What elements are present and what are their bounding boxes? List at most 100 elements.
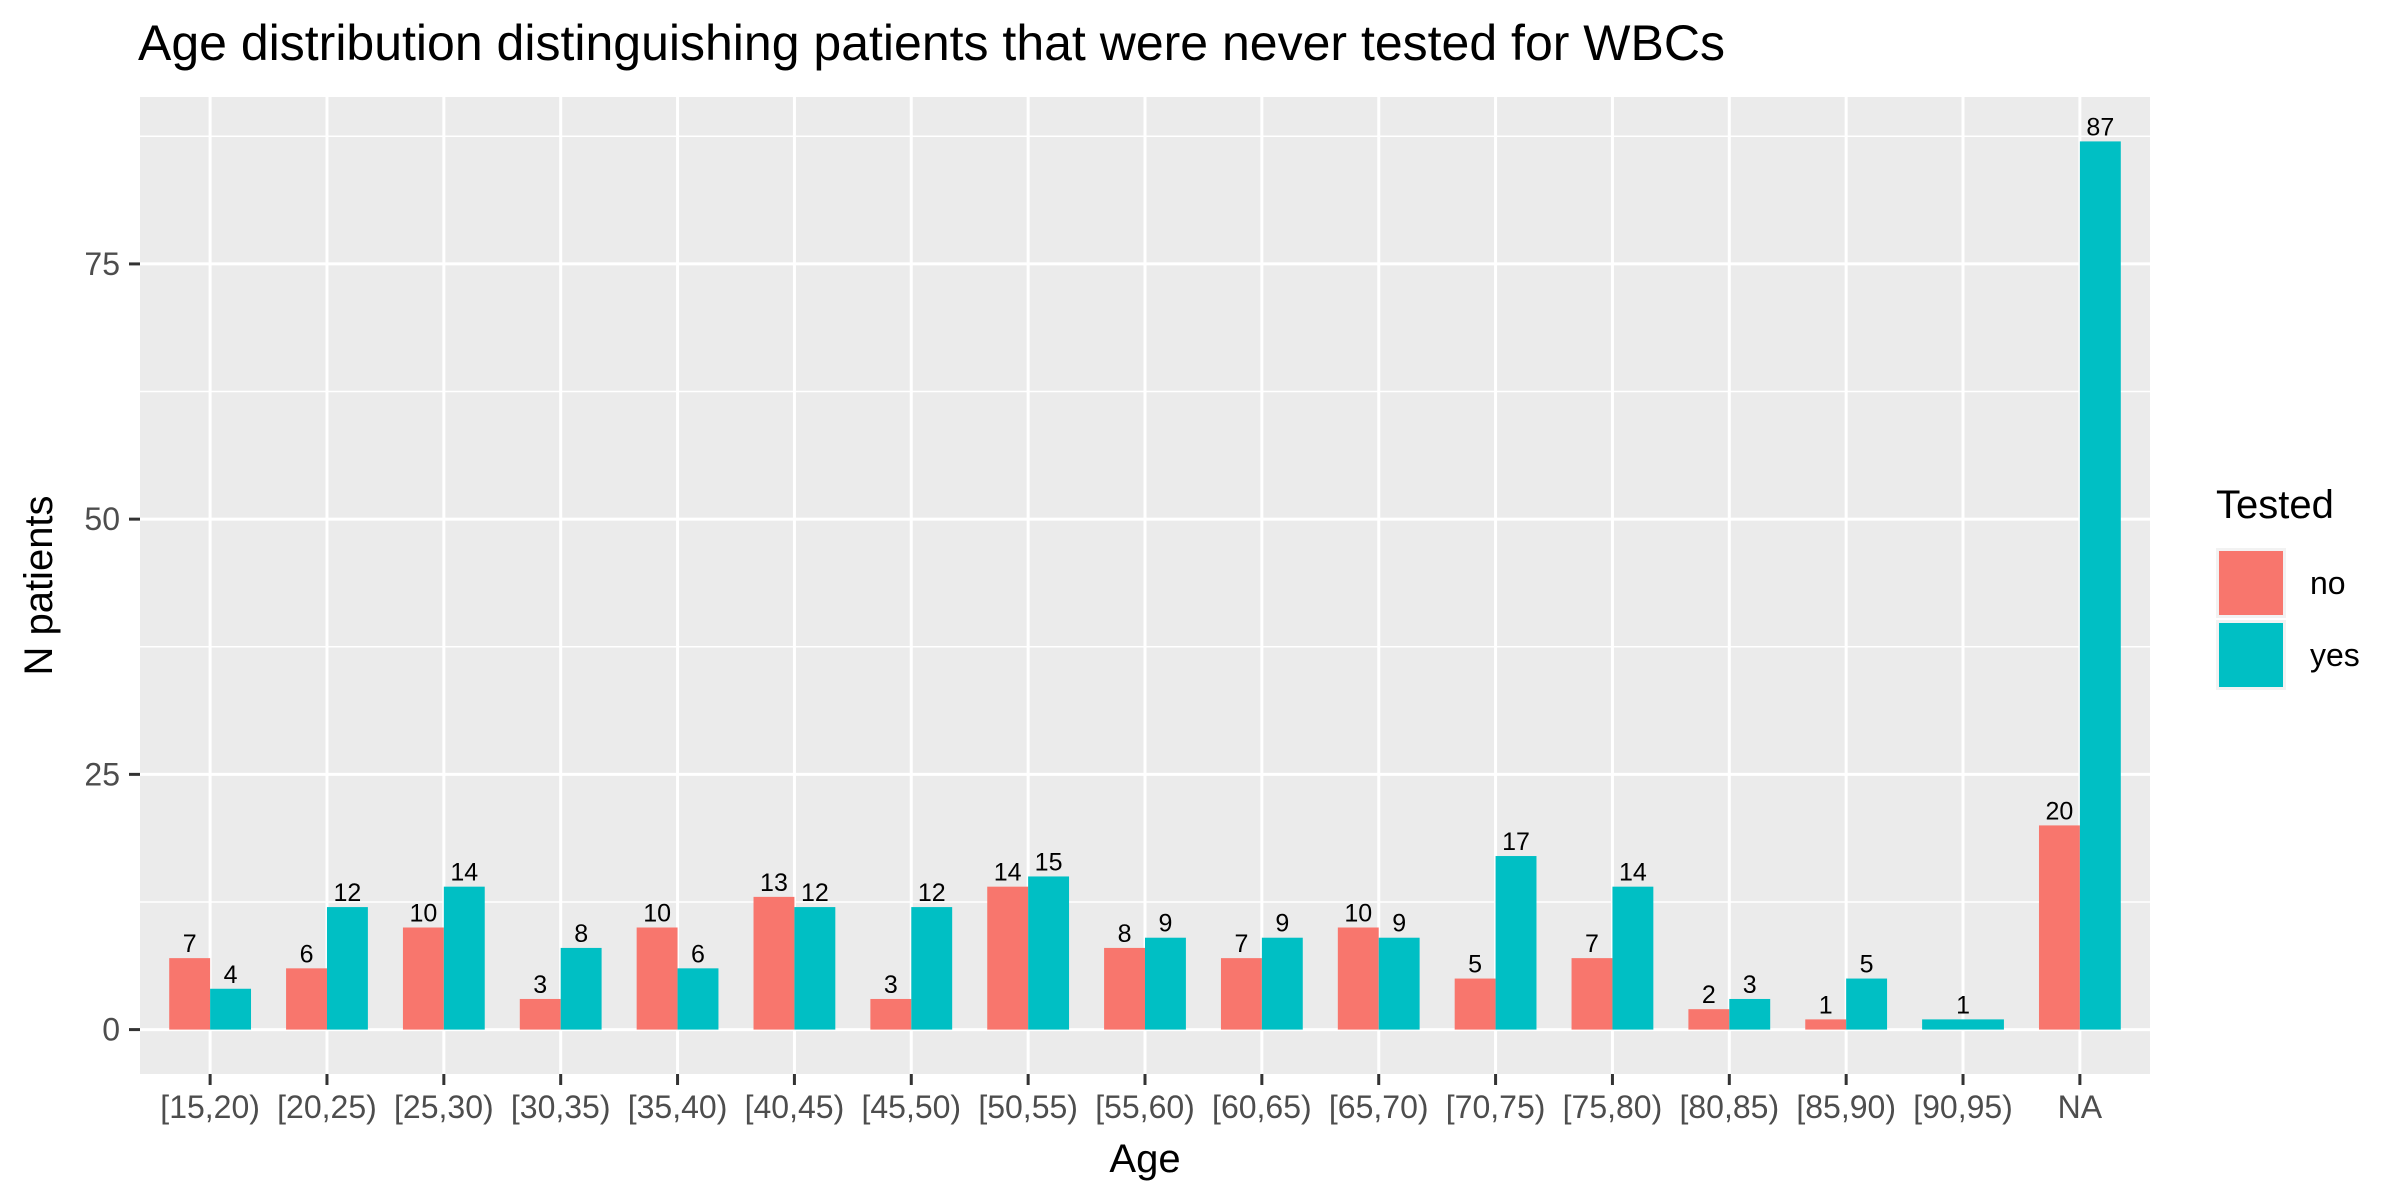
bar-no-10 xyxy=(1337,927,1379,1030)
bar-yes-9 xyxy=(1261,937,1303,1030)
data-label-no-7: 14 xyxy=(994,859,1022,887)
y-tick-label: 75 xyxy=(84,246,120,282)
bar-yes-14 xyxy=(1846,978,1888,1030)
bar-no-1 xyxy=(286,968,327,1030)
data-label-yes-12: 14 xyxy=(1619,859,1647,887)
data-label-yes-7: 15 xyxy=(1035,848,1063,876)
bar-no-6 xyxy=(870,998,912,1030)
data-label-yes-10: 9 xyxy=(1392,910,1406,938)
bar-yes-11 xyxy=(1495,856,1537,1030)
data-label-yes-4: 6 xyxy=(691,940,705,968)
x-tick-label: [80,85) xyxy=(1679,1089,1779,1125)
bar-yes-13 xyxy=(1729,998,1771,1030)
data-label-no-16: 20 xyxy=(2046,797,2074,825)
bar-no-4 xyxy=(636,927,678,1030)
data-label-yes-8: 9 xyxy=(1158,910,1172,938)
y-axis-title: N patients xyxy=(17,495,61,675)
bar-yes-1 xyxy=(326,907,368,1030)
bar-yes-3 xyxy=(560,947,602,1030)
legend: Tested no yes xyxy=(2216,483,2360,690)
legend-label-no: no xyxy=(2310,565,2346,601)
data-label-yes-1: 12 xyxy=(334,879,362,907)
data-label-yes-2: 14 xyxy=(450,859,478,887)
y-tick-label: 50 xyxy=(84,501,120,537)
x-tick-label: [15,20) xyxy=(160,1089,260,1125)
bar-yes-16 xyxy=(2079,141,2121,1030)
bar-yes-12 xyxy=(1612,886,1654,1030)
data-label-yes-6: 12 xyxy=(918,879,946,907)
data-label-no-10: 10 xyxy=(1344,900,1372,928)
data-label-yes-15: 1 xyxy=(1956,991,1970,1019)
data-label-yes-9: 9 xyxy=(1275,910,1289,938)
chart-title: Age distribution distinguishing patients… xyxy=(138,15,1725,71)
data-label-yes-16: 87 xyxy=(2086,113,2114,141)
legend-items: no yes xyxy=(2216,548,2360,690)
bar-no-8 xyxy=(1104,947,1145,1030)
bar-no-12 xyxy=(1571,958,1613,1030)
x-tick-label: [70,75) xyxy=(1446,1089,1546,1125)
legend-key-yes xyxy=(2219,623,2283,687)
data-label-yes-3: 8 xyxy=(574,920,588,948)
data-label-yes-5: 12 xyxy=(801,879,829,907)
bar-yes-5 xyxy=(794,907,836,1030)
data-label-yes-11: 17 xyxy=(1502,828,1530,856)
data-label-no-4: 10 xyxy=(643,900,671,928)
data-label-no-14: 1 xyxy=(1819,991,1833,1019)
data-label-no-8: 8 xyxy=(1118,920,1132,948)
bar-yes-0 xyxy=(210,988,252,1030)
data-label-yes-14: 5 xyxy=(1860,951,1874,979)
data-label-no-6: 3 xyxy=(884,971,898,999)
x-tick-label: [45,50) xyxy=(861,1089,961,1125)
x-tick-label: [35,40) xyxy=(628,1089,728,1125)
bar-no-2 xyxy=(402,927,444,1030)
x-tick-label: [55,60) xyxy=(1095,1089,1195,1125)
legend-key-no xyxy=(2219,551,2283,615)
data-label-no-1: 6 xyxy=(300,940,314,968)
x-axis-title: Age xyxy=(1109,1137,1180,1181)
data-label-no-13: 2 xyxy=(1702,981,1716,1009)
x-tick-label: [90,95) xyxy=(1913,1089,2013,1125)
x-tick-label: [25,30) xyxy=(394,1089,494,1125)
x-tick-label: [40,45) xyxy=(745,1089,845,1125)
bars xyxy=(169,141,2121,1030)
x-tick-label: [85,90) xyxy=(1796,1089,1896,1125)
y-tick-label: 25 xyxy=(84,756,120,792)
data-label-no-12: 7 xyxy=(1585,930,1599,958)
y-tick-label: 0 xyxy=(102,1012,120,1048)
data-label-no-5: 13 xyxy=(760,869,788,897)
x-tick-label: [75,80) xyxy=(1563,1089,1663,1125)
bar-no-11 xyxy=(1454,978,1496,1030)
data-label-no-2: 10 xyxy=(409,900,437,928)
x-tick-label: [65,70) xyxy=(1329,1089,1429,1125)
bar-yes-7 xyxy=(1028,876,1070,1030)
bar-no-9 xyxy=(1220,958,1262,1030)
bar-no-7 xyxy=(987,886,1029,1030)
bar-yes-10 xyxy=(1378,937,1420,1030)
legend-title: Tested xyxy=(2216,483,2334,527)
x-tick-label: [30,35) xyxy=(511,1089,611,1125)
data-label-yes-13: 3 xyxy=(1743,971,1757,999)
data-label-yes-0: 4 xyxy=(224,961,238,989)
data-label-no-9: 7 xyxy=(1234,930,1248,958)
x-tick-label: [50,55) xyxy=(978,1089,1078,1125)
data-label-no-11: 5 xyxy=(1468,951,1482,979)
bar-no-16 xyxy=(2038,825,2080,1030)
bar-no-3 xyxy=(519,998,561,1030)
bar-no-5 xyxy=(753,896,795,1030)
data-label-no-3: 3 xyxy=(533,971,547,999)
bar-yes-2 xyxy=(443,886,485,1030)
bar-yes-15 xyxy=(1922,1019,2004,1030)
x-tick-label: [60,65) xyxy=(1212,1089,1312,1125)
x-tick-label: [20,25) xyxy=(277,1089,377,1125)
bar-no-13 xyxy=(1688,1009,1730,1030)
bar-yes-6 xyxy=(911,907,953,1030)
bar-yes-8 xyxy=(1145,937,1186,1030)
bar-no-14 xyxy=(1805,1019,1847,1030)
bar-yes-4 xyxy=(677,968,719,1030)
legend-label-yes: yes xyxy=(2310,637,2360,673)
bar-no-0 xyxy=(169,958,211,1030)
x-tick-label: NA xyxy=(2058,1089,2103,1125)
